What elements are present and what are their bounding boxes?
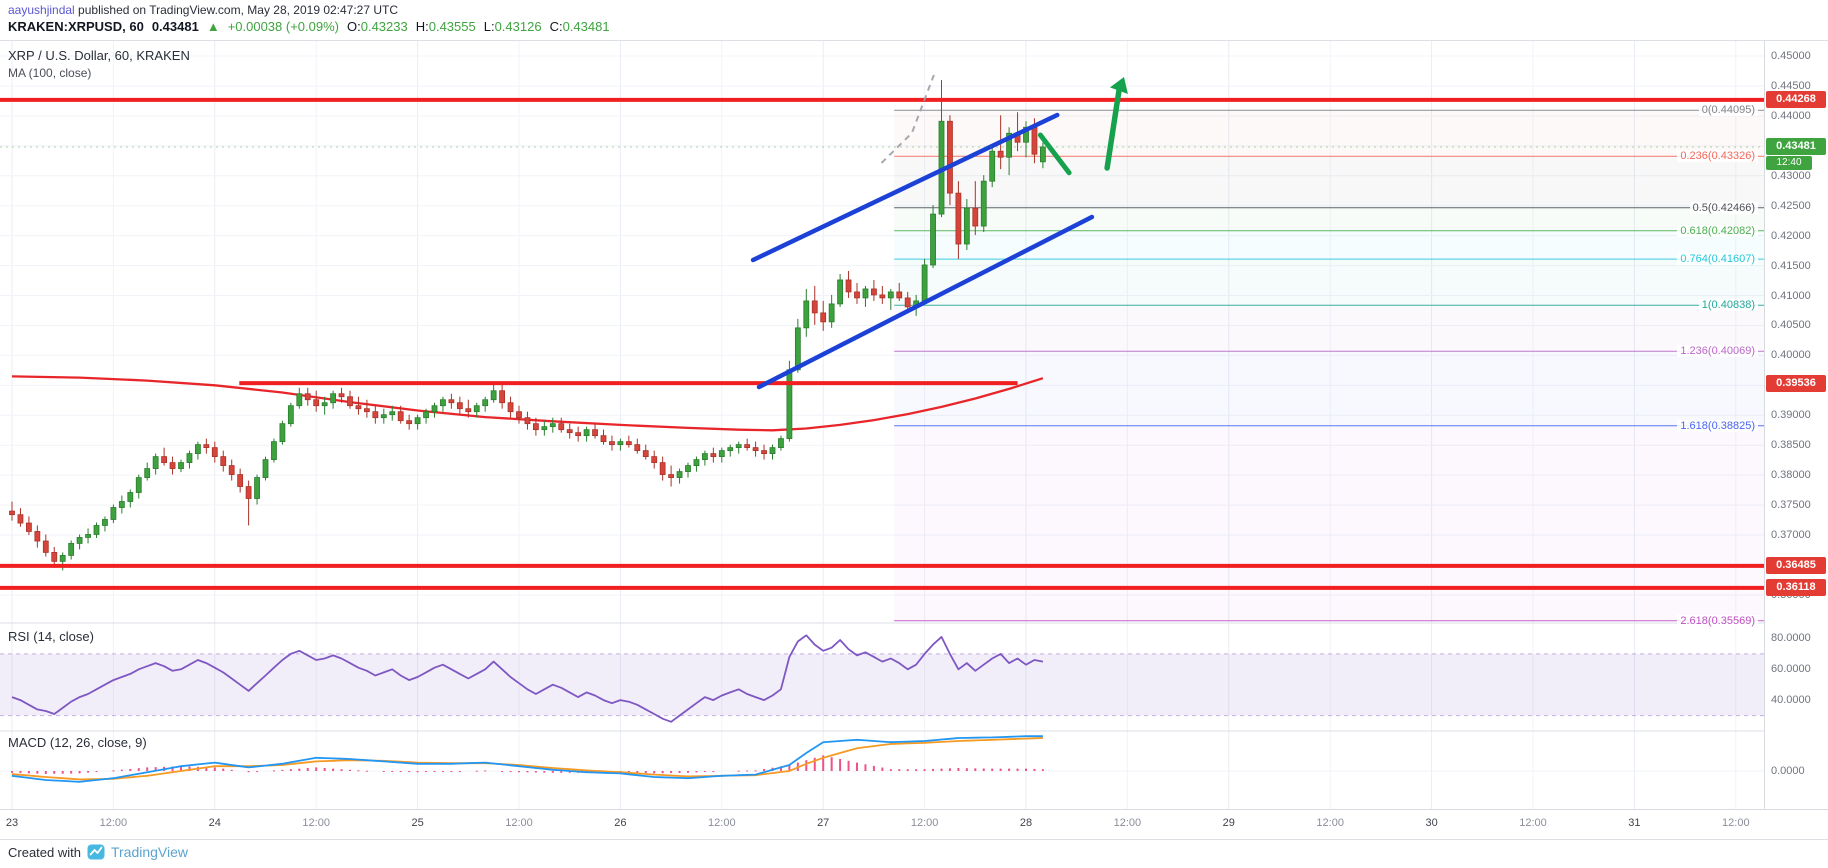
time-axis-label: 12:00 [505, 817, 533, 829]
time-axis-label: 26 [614, 817, 627, 829]
macd-signal-line [11, 737, 1043, 781]
price-tick-label: 0.45000 [1771, 50, 1811, 62]
change-up-icon: ▲ [206, 19, 220, 34]
rsi-pane-title: RSI (14, close) [8, 629, 94, 644]
time-axis-label: 31 [1628, 817, 1641, 829]
main-pane-title: XRP / U.S. Dollar, 60, KRAKEN [8, 48, 190, 63]
time-axis-label: 29 [1222, 817, 1235, 829]
time-axis-label: 12:00 [1519, 817, 1547, 829]
price-badge: 0.44268 [1766, 91, 1826, 109]
ohlc-high: H:0.43555 [415, 19, 476, 34]
macd-tick-label: 0.0000 [1771, 765, 1805, 777]
price-tick-label: 0.38000 [1771, 469, 1811, 482]
created-with-text: Created with [8, 844, 81, 860]
price-tick-label: 0.44000 [1771, 109, 1811, 122]
price-tick-label: 0.44500 [1771, 79, 1811, 92]
symbol-row: KRAKEN:XRPUSD, 60 0.43481 ▲ +0.00038 (+0… [8, 19, 610, 34]
price-tick-label: 0.43000 [1771, 169, 1811, 182]
rsi-tick-label: 60.0000 [1771, 663, 1811, 676]
price-badge: 0.36485 [1766, 557, 1826, 575]
price-tick-label: 0.41500 [1771, 259, 1811, 272]
ohlc-close: C:0.43481 [549, 19, 610, 34]
green-tick-annotation[interactable] [1037, 132, 1072, 176]
rsi-line [11, 634, 1044, 723]
price-tick-label: 0.40500 [1771, 319, 1811, 332]
time-axis-label: 27 [817, 817, 830, 829]
price-axis[interactable]: 0.450000.445000.440000.435000.430000.425… [1764, 41, 1828, 809]
dashed-trend-annotation [880, 74, 935, 164]
macd-pane [11, 735, 1044, 783]
footer: Created with TradingView [8, 843, 188, 861]
macd-line [11, 735, 1043, 783]
last-price: 0.43481 [151, 19, 199, 34]
symbol-name: KRAKEN:XRPUSD, 60 [8, 19, 144, 34]
rsi-tick-label: 40.0000 [1771, 694, 1811, 707]
time-axis-label: 12:00 [910, 817, 939, 829]
price-badge: 0.39536 [1766, 374, 1826, 392]
price-tick-label: 0.37000 [1771, 529, 1811, 542]
time-axis-label: 28 [1019, 817, 1033, 829]
price-tick-label: 0.39000 [1771, 409, 1811, 422]
time-axis-label: 23 [5, 817, 19, 829]
time-axis-label: 12:00 [99, 817, 128, 829]
rsi-pane [0, 634, 1764, 723]
price-tick-label: 0.42000 [1771, 229, 1811, 242]
time-axis-label: 12:00 [1722, 817, 1750, 829]
chart-frame: 0(0.44095) 0.236(0.43326) 0.5(0.42466) 0.61… [0, 40, 1828, 840]
rsi-tick-label: 80.0000 [1771, 632, 1811, 645]
price-tick-label: 0.37500 [1771, 499, 1811, 512]
time-axis-label: 25 [411, 817, 424, 829]
time-axis-label: 30 [1425, 817, 1438, 829]
countdown-badge: 12:40 [1766, 156, 1812, 171]
gridlines [0, 41, 1764, 809]
macd-pane-title: MACD (12, 26, close, 9) [8, 735, 147, 750]
price-badge: 0.36118 [1766, 579, 1826, 597]
price-tick-label: 0.38500 [1771, 439, 1811, 452]
price-tick-label: 0.41000 [1771, 289, 1811, 302]
author-link[interactable]: aayushjindal [8, 3, 75, 17]
time-axis-label: 12:00 [1316, 817, 1344, 829]
up-arrow[interactable] [1104, 77, 1128, 171]
time-axis-label: 12:00 [302, 817, 330, 829]
time-axis-label: 12:00 [708, 817, 736, 829]
byline-text: published on TradingView.com, May 28, 20… [74, 3, 399, 17]
fib-retracement [894, 109, 1764, 622]
candles-layer [9, 79, 1046, 571]
time-axis-label: 12:00 [1113, 817, 1142, 829]
ma-legend: MA (100, close) [8, 66, 92, 80]
price-tick-label: 0.40000 [1771, 349, 1811, 362]
price-tick-label: 0.42500 [1771, 199, 1811, 212]
tradingview-logo-icon [87, 844, 105, 860]
ma100-line [11, 375, 1044, 432]
ohlc-low: L:0.43126 [483, 19, 542, 34]
channel-trendline[interactable] [756, 214, 1095, 390]
time-axis[interactable]: 23 12:00 24 12:00 25 12:00 26 12:00 27 12:00 28 12:… [0, 809, 1828, 839]
ohlc-open: O:0.43233 [347, 19, 408, 34]
chart-canvas[interactable] [0, 41, 1764, 839]
channel-trendline[interactable] [750, 112, 1060, 263]
change-value: +0.00038 (+0.09%) [227, 19, 339, 34]
byline: aayushjindal published on TradingView.co… [8, 3, 398, 17]
tradingview-brand[interactable]: TradingView [110, 844, 189, 860]
price-badge: 0.43481 [1766, 138, 1826, 156]
time-axis-label: 24 [208, 817, 221, 829]
